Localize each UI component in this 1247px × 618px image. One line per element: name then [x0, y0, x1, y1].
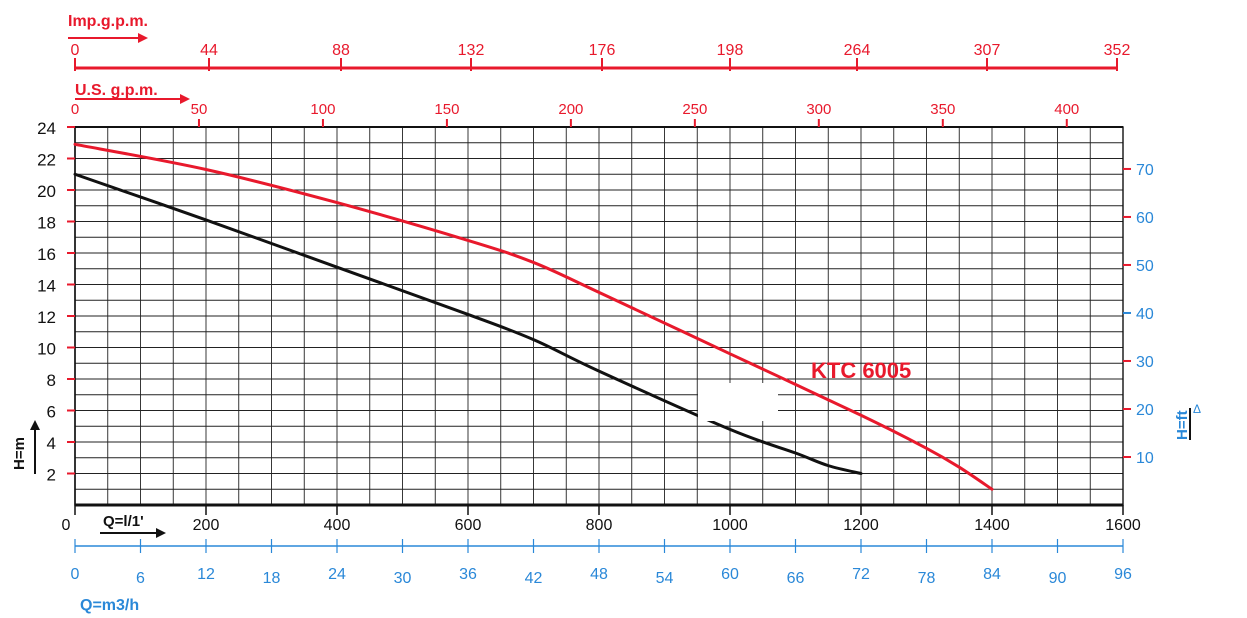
x-tick-label: 200: [193, 517, 220, 534]
x-imp-tick-label: 0: [71, 42, 80, 59]
x-m3h-tick-label: 48: [590, 566, 608, 583]
us-arrow-head: [180, 94, 190, 104]
x-us-tick-label: 50: [191, 101, 208, 118]
x-imp-tick-label: 44: [200, 42, 218, 59]
x-us-tick-label: 350: [930, 101, 955, 118]
x-imp-tick-label: 352: [1104, 42, 1131, 59]
flow-lmin-axis-title: Q=l/1': [103, 513, 144, 530]
x-tick-label: 400: [324, 517, 351, 534]
y-left-tick-label: 22: [37, 151, 56, 170]
m3h-axis-title: Q=m3/h: [80, 597, 139, 614]
x-tick-label: 1400: [974, 517, 1010, 534]
chart-axes: [30, 33, 1191, 553]
y-right-tick-label: 20: [1136, 402, 1154, 419]
imp-gpm-axis-title: Imp.g.p.m.: [68, 13, 148, 30]
y-left-tick-label: 24: [37, 119, 56, 138]
y-right-tick-label: 30: [1136, 354, 1154, 371]
flow-arrow-head: [156, 528, 166, 538]
head-ft-axis-title: H=ft: [1174, 410, 1191, 440]
chart-grid: [74, 126, 1124, 506]
x-m3h-tick-label: 96: [1114, 566, 1132, 583]
series-line-red-curve: [73, 142, 994, 491]
series-line-black-curve: [73, 172, 863, 475]
x-m3h-tick-label: 36: [459, 566, 477, 583]
y-left-tick-label: 2: [47, 466, 56, 485]
x-m3h-tick-label: 6: [136, 570, 145, 587]
x-m3h-tick-label: 60: [721, 566, 739, 583]
x-us-tick-label: 300: [806, 101, 831, 118]
x-m3h-tick-label: 24: [328, 566, 346, 583]
x-tick-label: 1200: [843, 517, 879, 534]
y-right-tick-label: 40: [1136, 306, 1154, 323]
head-arrow-head: [30, 420, 40, 430]
x-m3h-tick-label: 0: [71, 566, 80, 583]
x-imp-tick-label: 307: [974, 42, 1001, 59]
x-m3h-tick-label: 30: [394, 570, 412, 587]
x-imp-tick-label: 132: [458, 42, 485, 59]
y-left-tick-label: 16: [37, 245, 56, 264]
x-m3h-tick-label: 84: [983, 566, 1001, 583]
x-m3h-tick-label: 18: [263, 570, 281, 587]
x-m3h-tick-label: 78: [918, 570, 936, 587]
x-imp-tick-label: 176: [589, 42, 616, 59]
y-left-tick-label: 20: [37, 182, 56, 201]
x-us-tick-label: 400: [1054, 101, 1079, 118]
y-left-tick-label: 8: [47, 371, 56, 390]
y-left-tick-label: 12: [37, 308, 56, 327]
x-tick-label: 800: [586, 517, 613, 534]
x-tick-label: 0: [62, 517, 71, 534]
y-left-tick-label: 6: [47, 403, 56, 422]
x-imp-tick-label: 198: [717, 42, 744, 59]
imp-arrow-head: [138, 33, 148, 43]
x-m3h-tick-label: 42: [525, 570, 543, 587]
y-right-tick-label: 70: [1136, 162, 1154, 179]
y-right-tick-label: 50: [1136, 258, 1154, 275]
y-left-tick-label: 18: [37, 214, 56, 233]
x-m3h-tick-label: 90: [1049, 570, 1067, 587]
x-m3h-tick-label: 12: [197, 566, 215, 583]
head-m-axis-title: H=m: [11, 437, 28, 470]
us-gpm-axis-title: U.S. g.p.m.: [75, 82, 158, 99]
x-imp-tick-label: 88: [332, 42, 350, 59]
x-imp-tick-label: 264: [844, 42, 871, 59]
y-right-tick-label: 10: [1136, 450, 1154, 467]
x-us-tick-label: 100: [310, 101, 335, 118]
y-left-tick-label: 4: [47, 434, 56, 453]
x-us-tick-label: 200: [558, 101, 583, 118]
x-us-tick-label: 150: [434, 101, 459, 118]
x-us-tick-label: 250: [682, 101, 707, 118]
x-m3h-tick-label: 66: [787, 570, 805, 587]
x-tick-label: 1000: [712, 517, 748, 534]
x-tick-label: 1600: [1105, 517, 1141, 534]
label-mask: [698, 383, 778, 421]
y-right-tick-label: 60: [1136, 210, 1154, 227]
x-m3h-tick-label: 72: [852, 566, 870, 583]
y-left-tick-label: 14: [37, 277, 56, 296]
x-tick-label: 600: [455, 517, 482, 534]
performance-curves: [73, 142, 994, 491]
model-label: KTC 6005: [811, 358, 911, 383]
x-m3h-tick-label: 54: [656, 570, 674, 587]
y-left-tick-label: 10: [37, 340, 56, 359]
head-ft-delta-symbol: Δ: [1193, 402, 1201, 416]
x-us-tick-label: 0: [71, 101, 79, 118]
